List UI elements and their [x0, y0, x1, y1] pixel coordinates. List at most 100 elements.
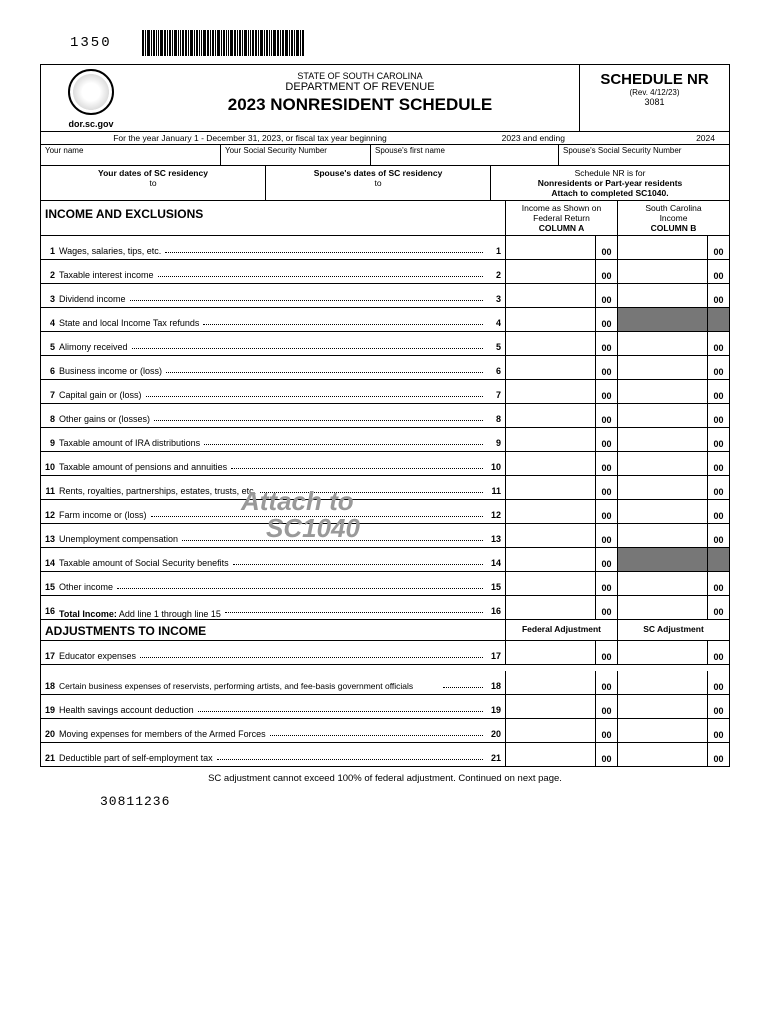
- line15-colB-amount[interactable]: [617, 572, 707, 595]
- line11-colB-amount[interactable]: [617, 476, 707, 499]
- line19-desc: Health savings account deduction: [59, 705, 194, 718]
- begin-year: 2023 and ending: [455, 133, 575, 143]
- line3-colB-amount[interactable]: [617, 284, 707, 307]
- line-5: 5Alimony received50000: [41, 332, 729, 356]
- line16-colA-amount[interactable]: [505, 596, 595, 619]
- line9-colB-amount[interactable]: [617, 428, 707, 451]
- end-year: 2024: [575, 133, 725, 143]
- line18-colA-amount[interactable]: [505, 671, 595, 694]
- column-b-header: South CarolinaIncomeCOLUMN B: [617, 201, 729, 235]
- line8-desc: Other gains or (losses): [59, 414, 150, 427]
- year-row: For the year January 1 - December 31, 20…: [40, 132, 730, 145]
- adj-colA-header: Federal Adjustment: [505, 620, 617, 640]
- line8-colB-amount[interactable]: [617, 404, 707, 427]
- line19-colA-amount[interactable]: [505, 695, 595, 718]
- header-block: dor.sc.gov STATE OF SOUTH CAROLINA DEPAR…: [40, 64, 730, 132]
- seal-column: dor.sc.gov: [41, 65, 141, 131]
- spouse-ssn-field[interactable]: Spouse's Social Security Number: [559, 145, 729, 165]
- residency-row: Your dates of SC residency to Spouse's d…: [40, 166, 730, 201]
- schedule-column: SCHEDULE NR (Rev. 4/12/23) 3081: [579, 65, 729, 131]
- line-14: 14Taxable amount of Social Security bene…: [41, 548, 729, 572]
- line20-colB-amount[interactable]: [617, 719, 707, 742]
- line-8: 8Other gains or (losses)80000: [41, 404, 729, 428]
- line2-colB-amount[interactable]: [617, 260, 707, 283]
- line-11: 11Rents, royalties, partnerships, estate…: [41, 476, 729, 500]
- line-9: 9Taxable amount of IRA distributions9000…: [41, 428, 729, 452]
- line10-desc: Taxable amount of pensions and annuities: [59, 462, 227, 475]
- line5-colB-amount[interactable]: [617, 332, 707, 355]
- line-19: 19Health savings account deduction190000: [41, 695, 729, 719]
- barcode: [142, 30, 305, 56]
- line4-colA-amount[interactable]: [505, 308, 595, 331]
- line8-colA-amount[interactable]: [505, 404, 595, 427]
- bottom-code: 30811236: [100, 794, 730, 809]
- line15-colA-amount[interactable]: [505, 572, 595, 595]
- line11-colA-amount[interactable]: [505, 476, 595, 499]
- line18-colB-amount[interactable]: [617, 671, 707, 694]
- spouse-residency[interactable]: Spouse's dates of SC residency to: [266, 166, 491, 200]
- line3-desc: Dividend income: [59, 294, 126, 307]
- line13-colA-amount[interactable]: [505, 524, 595, 547]
- line12-desc: Farm income or (loss): [59, 510, 147, 523]
- line6-colB-amount[interactable]: [617, 356, 707, 379]
- line-12: 12Farm income or (loss)120000: [41, 500, 729, 524]
- line-7: 7Capital gain or (loss)70000: [41, 380, 729, 404]
- line-18: 18Certain business expenses of reservist…: [41, 665, 729, 695]
- line9-colA-amount[interactable]: [505, 428, 595, 451]
- state-name: STATE OF SOUTH CAROLINA: [141, 71, 579, 81]
- line-6: 6Business income or (loss)60000: [41, 356, 729, 380]
- line1-colB-amount[interactable]: [617, 236, 707, 259]
- line5-colA-amount[interactable]: [505, 332, 595, 355]
- your-name-field[interactable]: Your name: [41, 145, 221, 165]
- line2-desc: Taxable interest income: [59, 270, 154, 283]
- line-4: 4State and local Income Tax refunds400: [41, 308, 729, 332]
- line2-colA-amount[interactable]: [505, 260, 595, 283]
- line-15: 15Other income150000: [41, 572, 729, 596]
- page: 1350 dor.sc.gov STATE OF SOUTH CAROLINA …: [0, 0, 770, 829]
- spouse-first-field[interactable]: Spouse's first name: [371, 145, 559, 165]
- line3-colA-amount[interactable]: [505, 284, 595, 307]
- line16-colB-amount[interactable]: [617, 596, 707, 619]
- dept-name: DEPARTMENT OF REVENUE: [141, 81, 579, 93]
- footer-note: SC adjustment cannot exceed 100% of fede…: [40, 767, 730, 790]
- line20-colA-amount[interactable]: [505, 719, 595, 742]
- adj-colB-header: SC Adjustment: [617, 620, 729, 640]
- line21-colA-amount[interactable]: [505, 743, 595, 766]
- line14-desc: Taxable amount of Social Security benefi…: [59, 558, 229, 571]
- line9-desc: Taxable amount of IRA distributions: [59, 438, 200, 451]
- line19-colB-amount[interactable]: [617, 695, 707, 718]
- line10-colA-amount[interactable]: [505, 452, 595, 475]
- line12-colB-amount[interactable]: [617, 500, 707, 523]
- your-residency[interactable]: Your dates of SC residency to: [41, 166, 266, 200]
- line17-desc: Educator expenses: [59, 651, 136, 664]
- line17-colA-amount[interactable]: [505, 641, 595, 664]
- line-21: 21Deductible part of self-employment tax…: [41, 743, 729, 767]
- state-seal-icon: [68, 69, 114, 115]
- ssn-field[interactable]: Your Social Security Number: [221, 145, 371, 165]
- form-title: 2023 NONRESIDENT SCHEDULE: [141, 95, 579, 115]
- line7-colA-amount[interactable]: [505, 380, 595, 403]
- line18-desc: Certain business expenses of reservists,…: [59, 681, 439, 694]
- website-url: dor.sc.gov: [68, 119, 113, 129]
- line-20: 20Moving expenses for members of the Arm…: [41, 719, 729, 743]
- schedule-purpose: Schedule NR is for Nonresidents or Part-…: [491, 166, 729, 200]
- column-a-header: Income as Shown onFederal ReturnCOLUMN A: [505, 201, 617, 235]
- line1-colA-amount[interactable]: [505, 236, 595, 259]
- line10-colB-amount[interactable]: [617, 452, 707, 475]
- line17-colB-amount[interactable]: [617, 641, 707, 664]
- line14-colA-amount[interactable]: [505, 548, 595, 571]
- schedule-name: SCHEDULE NR: [580, 71, 729, 88]
- line6-colA-amount[interactable]: [505, 356, 595, 379]
- form-body: INCOME AND EXCLUSIONS Income as Shown on…: [40, 201, 730, 767]
- line7-colB-amount[interactable]: [617, 380, 707, 403]
- adjustments-header-row: ADJUSTMENTS TO INCOME Federal Adjustment…: [41, 620, 729, 641]
- line-10: 10Taxable amount of pensions and annuiti…: [41, 452, 729, 476]
- line5-desc: Alimony received: [59, 342, 128, 355]
- section2-title: ADJUSTMENTS TO INCOME: [41, 620, 505, 640]
- line13-colB-amount[interactable]: [617, 524, 707, 547]
- line12-colA-amount[interactable]: [505, 500, 595, 523]
- line-3: 3Dividend income30000: [41, 284, 729, 308]
- line21-colB-amount[interactable]: [617, 743, 707, 766]
- title-column: STATE OF SOUTH CAROLINA DEPARTMENT OF RE…: [141, 65, 579, 131]
- form-code: 3081: [580, 97, 729, 107]
